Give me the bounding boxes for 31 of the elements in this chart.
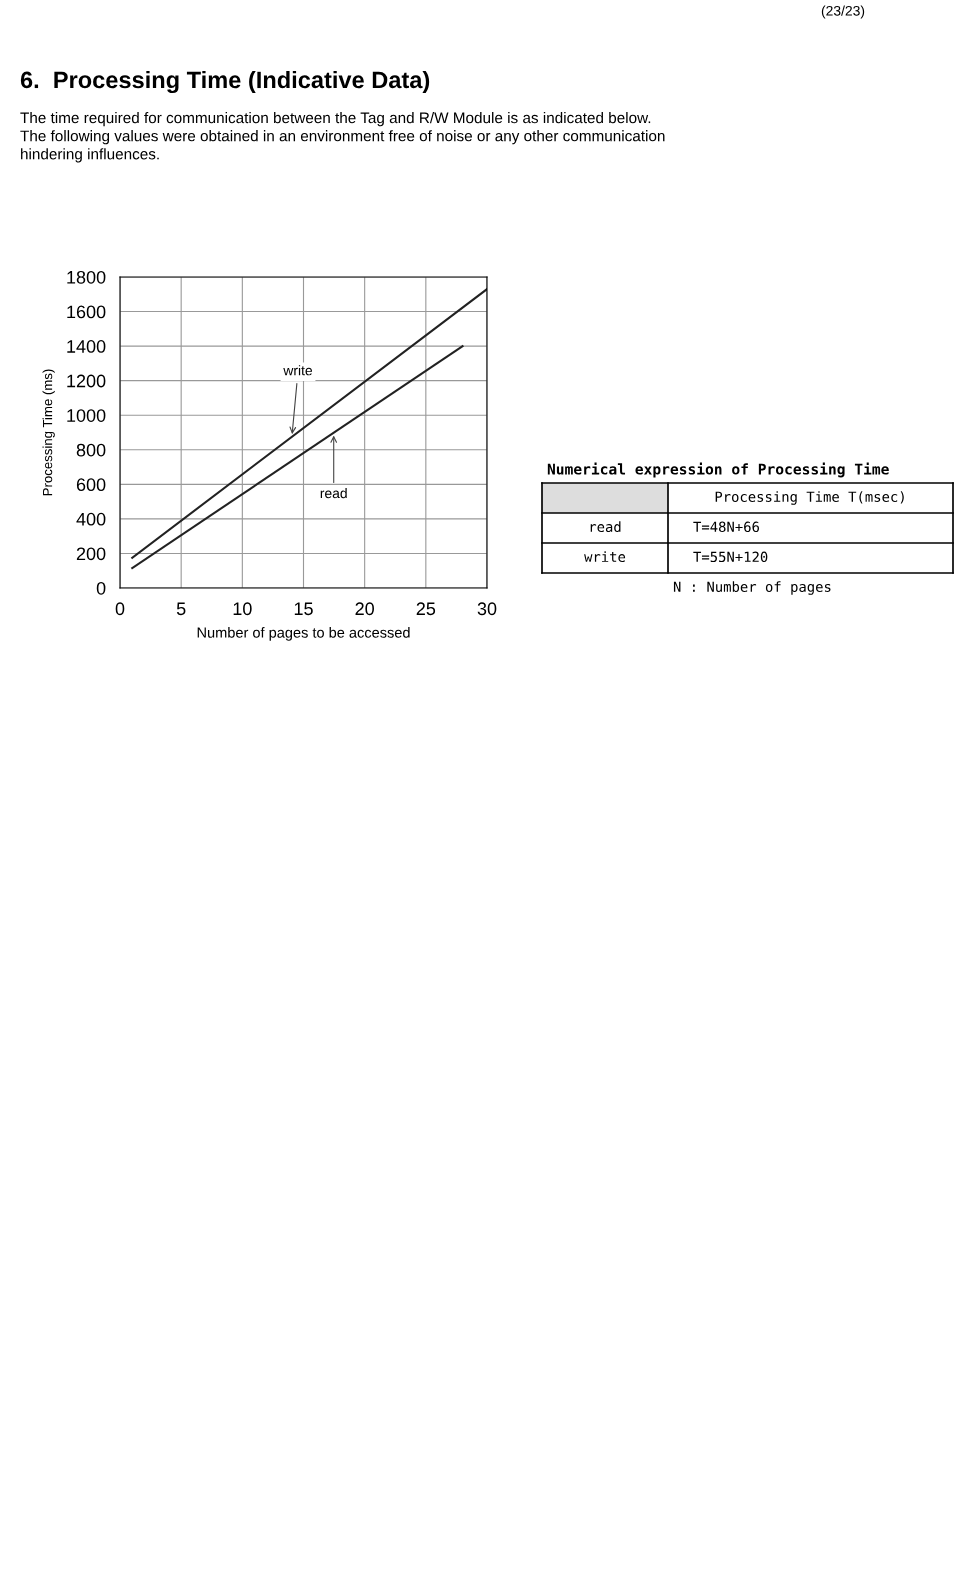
y-tick-label: 600 xyxy=(76,478,106,492)
y-tick-label: 1000 xyxy=(67,409,106,422)
y-tick-label: 200 xyxy=(76,547,106,561)
y-tick-label: 1800 xyxy=(67,270,106,284)
y-tick-label: 1600 xyxy=(67,305,106,319)
text: write xyxy=(283,365,313,376)
x-axis-title: Number of pages to be accessed xyxy=(197,627,410,641)
chart-title: 6. Processing Time (Indicative Data) xyxy=(20,70,430,94)
y-axis-title: Processing Time (ms) xyxy=(42,369,55,496)
text: T=55N+120 xyxy=(693,551,768,563)
y-tick-label: 1400 xyxy=(67,340,106,353)
x-tick-label: 25 xyxy=(416,602,436,616)
x-tick-label: 10 xyxy=(233,602,252,616)
chart-subtitle: The time required for communication between the Tag and R/W Module is as indicated below. The following values were obtained in an environment free of noise or any other communication hindering influences. xyxy=(20,112,665,163)
text: read xyxy=(320,487,347,499)
text: write xyxy=(584,551,626,563)
y-tick-label: 0 xyxy=(96,581,106,595)
x-tick-label: 0 xyxy=(115,602,125,616)
text: Numerical expression of Processing Time xyxy=(547,462,889,478)
text: N : Number of pages xyxy=(673,581,831,595)
x-tick-label: 5 xyxy=(176,602,186,616)
x-tick-label: 15 xyxy=(294,602,313,616)
text: read xyxy=(590,521,621,533)
x-tick-label: 20 xyxy=(355,602,374,616)
y-tick-label: 1200 xyxy=(67,374,106,388)
text: T=48N+66 xyxy=(693,521,759,533)
text: (23/23) xyxy=(821,5,865,19)
x-tick-label: 30 xyxy=(477,602,497,616)
text: Processing Time T(msec) xyxy=(715,491,904,505)
y-tick-label: 800 xyxy=(76,443,106,457)
y-tick-label: 400 xyxy=(76,512,106,526)
